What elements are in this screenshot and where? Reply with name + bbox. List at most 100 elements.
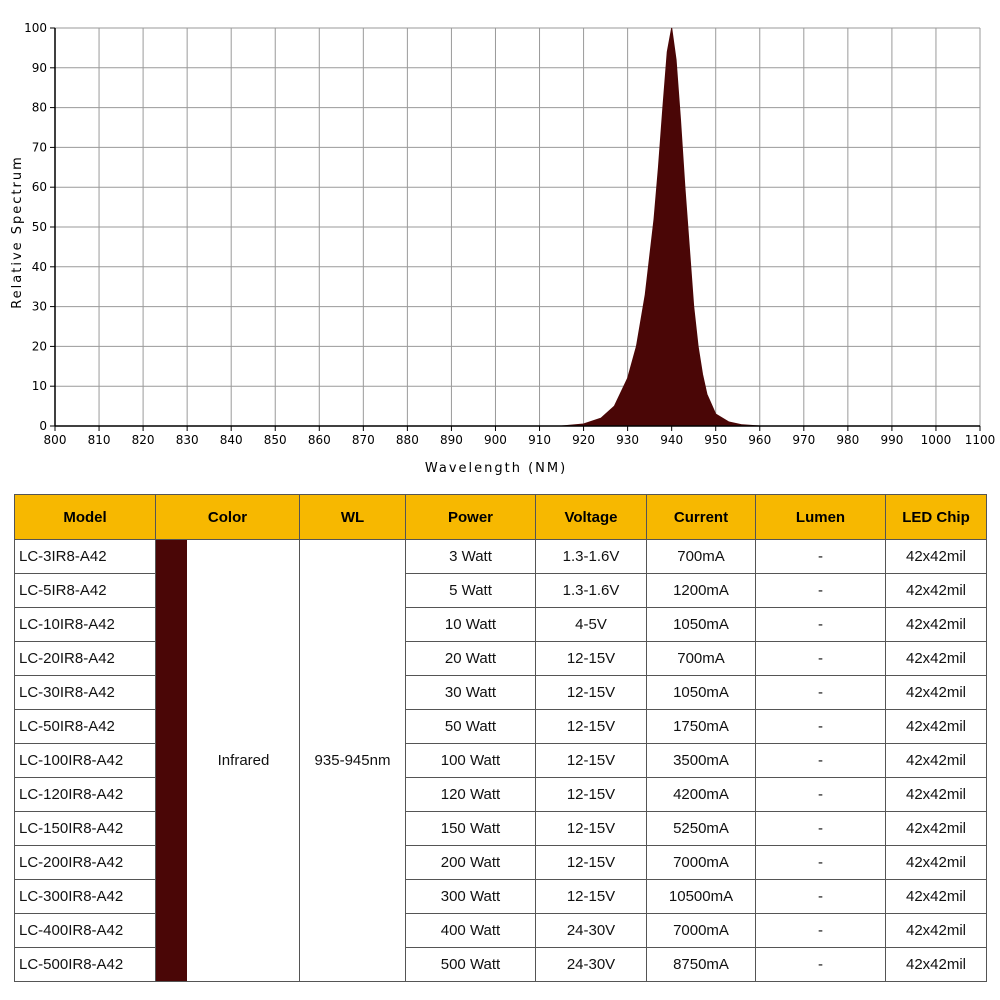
power-cell: 500 Watt: [405, 947, 536, 982]
voltage-cell: 12-15V: [535, 845, 647, 880]
model-cell: LC-200IR8-A42: [14, 845, 156, 880]
y-tick-label: 100: [24, 21, 47, 35]
table-row: LC-3IR8-A42 Infrared 935-945nm 3 Watt 1.3-1.…: [14, 539, 987, 982]
table-row: LC-500IR8-A42 500 Watt 24-30V 8750mA -42x42m…: [14, 947, 987, 982]
table-row: LC-100IR8-A42 100 Watt 12-15V 3500mA -42x42m…: [14, 743, 987, 778]
spectrum-chart: 800 810 820 830 840 850 860 870 880 890 900 910 920 9…: [10, 21, 996, 476]
x-tick-label: 960: [748, 433, 771, 447]
table-row: LC-10IR8-A42 10 Watt 4-5V 1050mA -42x42mil: [14, 607, 987, 642]
x-tick-label: 880: [396, 433, 419, 447]
x-tick-label: 970: [792, 433, 815, 447]
spectrum-curve-layer: [561, 27, 760, 427]
led-chip-cell: 42x42mil: [885, 947, 987, 982]
table-row: LC-20IR8-A42 20 Watt 12-15V 700mA -42x42mil: [14, 641, 987, 676]
y-tick-label: 70: [32, 140, 47, 154]
x-tick-label: 830: [176, 433, 199, 447]
voltage-cell: 24-30V: [535, 913, 647, 948]
y-axis-title: Relative Spectrum: [10, 155, 25, 309]
current-cell: 7000mA: [646, 913, 756, 948]
power-cell: 30 Watt: [405, 675, 536, 710]
lumen-cell: -: [755, 743, 886, 778]
chart-axes: [50, 27, 981, 431]
power-cell: 400 Watt: [405, 913, 536, 948]
model-cell: LC-120IR8-A42: [14, 777, 156, 812]
model-cell: LC-300IR8-A42: [14, 879, 156, 914]
x-tick-label: 820: [132, 433, 155, 447]
table-row: LC-150IR8-A42 150 Watt 12-15V 5250mA -42x42m…: [14, 811, 987, 846]
y-tick-label: 90: [32, 61, 47, 75]
x-tick-label: 990: [880, 433, 903, 447]
x-tick-label: 930: [616, 433, 639, 447]
header-color: Color: [155, 494, 300, 540]
led-chip-cell: 42x42mil: [885, 845, 987, 880]
y-tick-label: 50: [32, 220, 47, 234]
lumen-cell: -: [755, 845, 886, 880]
x-tick-label: 900: [484, 433, 507, 447]
led-chip-cell: 42x42mil: [885, 879, 987, 914]
y-tick-label: 10: [32, 379, 47, 393]
led-chip-cell: 42x42mil: [885, 573, 987, 608]
header-lumen: Lumen: [755, 494, 886, 540]
power-cell: 100 Watt: [405, 743, 536, 778]
power-cell: 300 Watt: [405, 879, 536, 914]
current-cell: 5250mA: [646, 811, 756, 846]
led-chip-cell: 42x42mil: [885, 539, 987, 574]
current-cell: 1050mA: [646, 675, 756, 710]
voltage-cell: 12-15V: [535, 777, 647, 812]
voltage-cell: 4-5V: [535, 607, 647, 642]
lumen-cell: -: [755, 879, 886, 914]
led-chip-cell: 42x42mil: [885, 709, 987, 744]
spectrum-peak-area: [561, 27, 760, 427]
header-wl: WL: [299, 494, 406, 540]
power-cell: 20 Watt: [405, 641, 536, 676]
power-cell: 120 Watt: [405, 777, 536, 812]
model-cell: LC-3IR8-A42: [14, 539, 156, 574]
model-cell: LC-10IR8-A42: [14, 607, 156, 642]
voltage-cell: 24-30V: [535, 947, 647, 982]
power-cell: 50 Watt: [405, 709, 536, 744]
model-cell: LC-500IR8-A42: [14, 947, 156, 982]
model-cell: LC-5IR8-A42: [14, 573, 156, 608]
voltage-cell: 1.3-1.6V: [535, 539, 647, 574]
table-row: LC-120IR8-A42 120 Watt 12-15V 4200mA -42x42m…: [14, 777, 987, 812]
x-tick-label: 1000: [921, 433, 952, 447]
current-cell: 1750mA: [646, 709, 756, 744]
x-tick-label: 890: [440, 433, 463, 447]
color-swatch: [156, 540, 187, 981]
voltage-cell: 12-15V: [535, 709, 647, 744]
led-chip-cell: 42x42mil: [885, 607, 987, 642]
spec-table: Model Color WL Power Voltage Current Lumen LED …: [14, 494, 987, 982]
lumen-cell: -: [755, 641, 886, 676]
current-cell: 8750mA: [646, 947, 756, 982]
x-tick-label: 920: [572, 433, 595, 447]
voltage-cell: 12-15V: [535, 743, 647, 778]
x-tick-label: 850: [264, 433, 287, 447]
y-tick-label: 40: [32, 260, 47, 274]
lumen-cell: -: [755, 913, 886, 948]
current-cell: 700mA: [646, 539, 756, 574]
current-cell: 7000mA: [646, 845, 756, 880]
voltage-cell: 12-15V: [535, 675, 647, 710]
chart-grid: [54, 27, 981, 427]
power-cell: 200 Watt: [405, 845, 536, 880]
model-cell: LC-30IR8-A42: [14, 675, 156, 710]
lumen-cell: -: [755, 573, 886, 608]
lumen-cell: -: [755, 947, 886, 982]
y-tick-label: 20: [32, 339, 47, 353]
power-cell: 3 Watt: [405, 539, 536, 574]
voltage-cell: 12-15V: [535, 879, 647, 914]
x-tick-label: 910: [528, 433, 551, 447]
voltage-cell: 1.3-1.6V: [535, 573, 647, 608]
x-axis-title: Wavelength (NM): [425, 461, 567, 476]
x-tick-labels: 800 810 820 830 840 850 860 870 880 890 900 910 920 9…: [44, 433, 996, 447]
x-tick-label: 950: [704, 433, 727, 447]
voltage-cell: 12-15V: [535, 641, 647, 676]
led-chip-cell: 42x42mil: [885, 675, 987, 710]
lumen-cell: -: [755, 539, 886, 574]
x-tick-label: 810: [88, 433, 111, 447]
table-row: LC-300IR8-A42 300 Watt 12-15V 10500mA -42x42…: [14, 879, 987, 914]
x-tick-label: 840: [220, 433, 243, 447]
x-tick-label: 860: [308, 433, 331, 447]
wavelength-cell: 935-945nm: [299, 539, 406, 982]
color-cell: Infrared: [155, 539, 300, 982]
